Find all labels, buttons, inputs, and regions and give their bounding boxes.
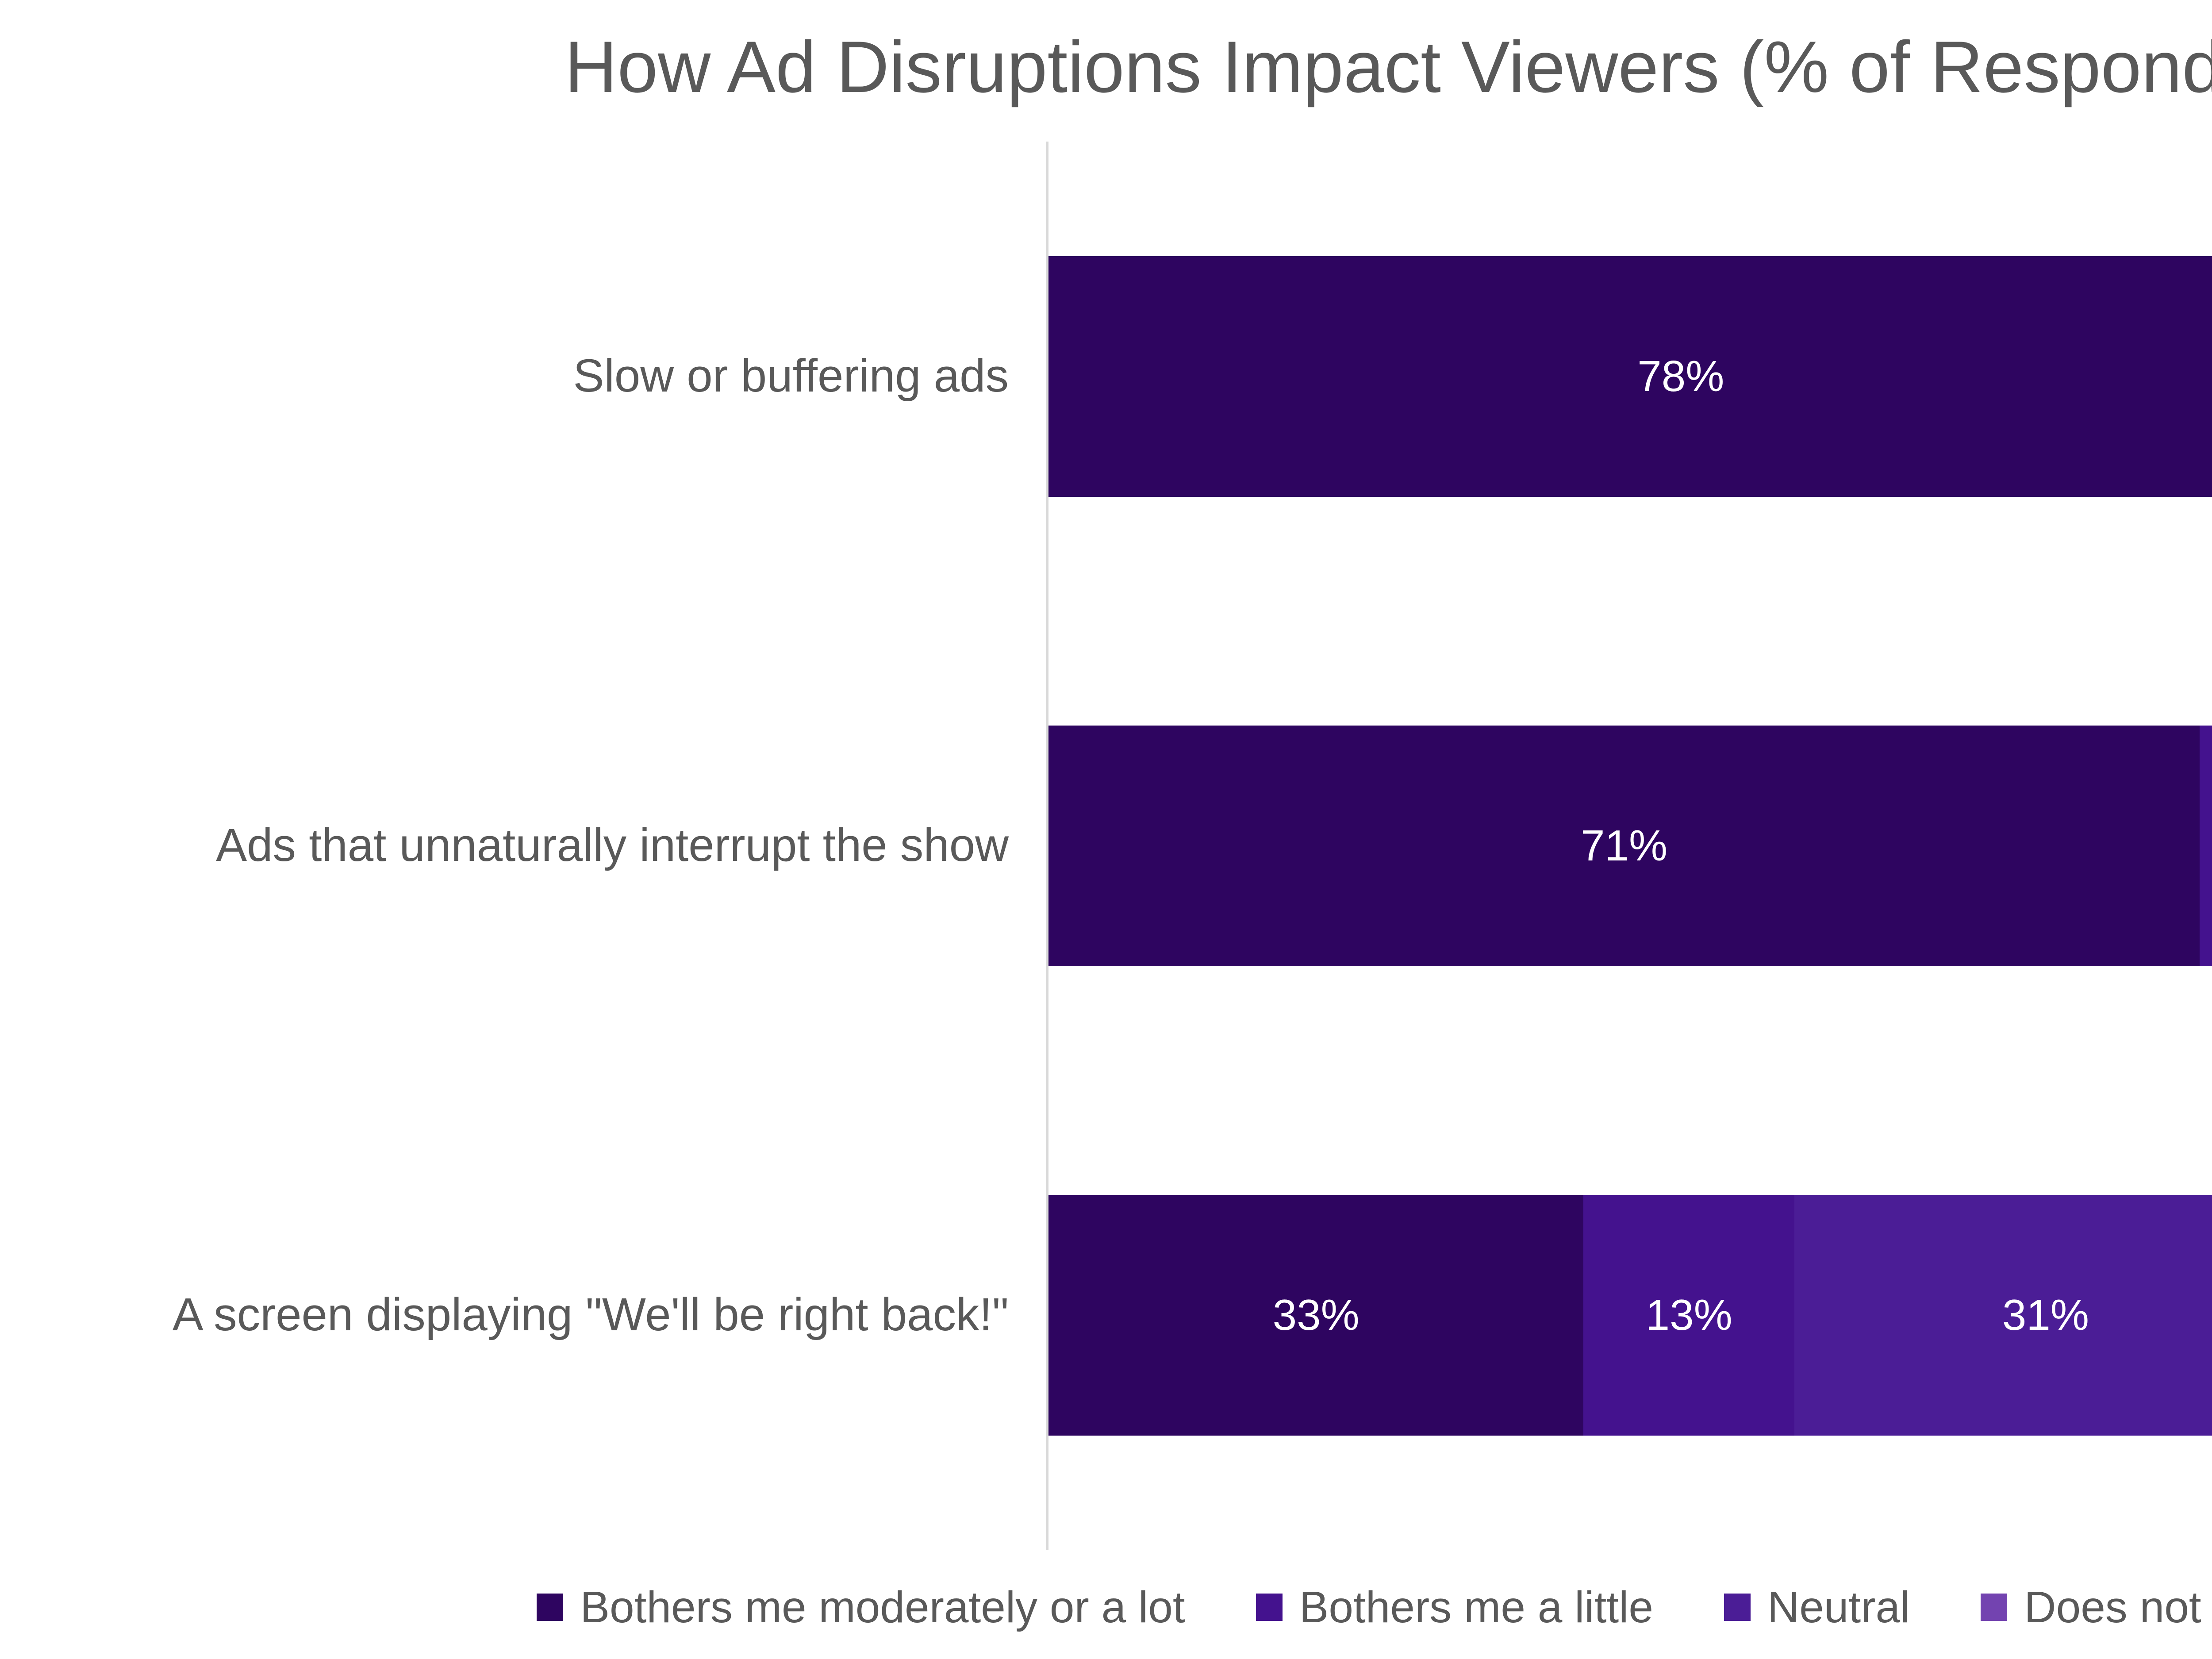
- value-label: 31%: [2002, 1290, 2089, 1339]
- legend-swatch: [1981, 1594, 2008, 1621]
- legend-item-bothers-me-moderately-or-a-lot: Bothers me moderately or a lot: [537, 1582, 1185, 1633]
- category-label: Ads that unnaturally interrupt the show: [216, 819, 1009, 872]
- chart-title: How Ad Disruptions Impact Viewers (% of …: [565, 26, 2212, 108]
- legend-swatch: [1256, 1594, 1283, 1621]
- category-band: Ads that unnaturally interrupt the show 7…: [216, 611, 2212, 1080]
- legend-swatch: [537, 1594, 564, 1621]
- stacked-bar: 71%13%10%6%: [1048, 725, 2212, 966]
- value-label: 71%: [1580, 821, 1668, 870]
- value-label: 33%: [1272, 1290, 1359, 1339]
- legend-label: Does not bother me: [2024, 1582, 2212, 1632]
- category-label: A screen displaying "We'll be right back…: [172, 1289, 1009, 1341]
- category-band: A screen displaying "We'll be right back…: [173, 1080, 2212, 1550]
- category-label: Slow or buffering ads: [573, 350, 1009, 402]
- legend: Bothers me moderately or a lot Bothers me…: [0, 1570, 2212, 1645]
- value-label: 78%: [1637, 352, 1724, 400]
- value-label: 13%: [1645, 1290, 1732, 1339]
- plot-area: Slow or buffering ads 78%11%7%4% Ads that …: [173, 142, 2212, 1550]
- legend-label: Bothers me moderately or a lot: [580, 1582, 1185, 1632]
- category-band: Slow or buffering ads 78%11%7%4%: [573, 142, 2212, 611]
- legend-item-does-not-bother-me: Does not bother me: [1981, 1582, 2212, 1633]
- bar-segment-neutral: 31%: [1794, 1194, 2212, 1436]
- bar-segment-bothers-me-moderately-or-a-lot: 33%: [1048, 1194, 1584, 1436]
- bar-segment-bothers-me-moderately-or-a-lot: 71%: [1048, 725, 2200, 966]
- legend-item-bothers-me-a-little: Bothers me a little: [1256, 1582, 1653, 1633]
- stacked-bar: 78%11%7%4%: [1048, 256, 2212, 497]
- legend-swatch: [1724, 1594, 1751, 1621]
- legend-label: Neutral: [1767, 1582, 1910, 1632]
- bar-segment-bothers-me-a-little: 13%: [2200, 725, 2212, 966]
- legend-item-neutral: Neutral: [1724, 1582, 1910, 1633]
- bar-segment-bothers-me-moderately-or-a-lot: 78%: [1048, 256, 2212, 497]
- legend-label: Bothers me a little: [1299, 1582, 1653, 1632]
- stacked-bar: 33%13%31%23%: [1048, 1194, 2212, 1436]
- bars-container: Slow or buffering ads 78%11%7%4% Ads that …: [173, 142, 2212, 1550]
- bar-segment-bothers-me-a-little: 13%: [1583, 1194, 1794, 1436]
